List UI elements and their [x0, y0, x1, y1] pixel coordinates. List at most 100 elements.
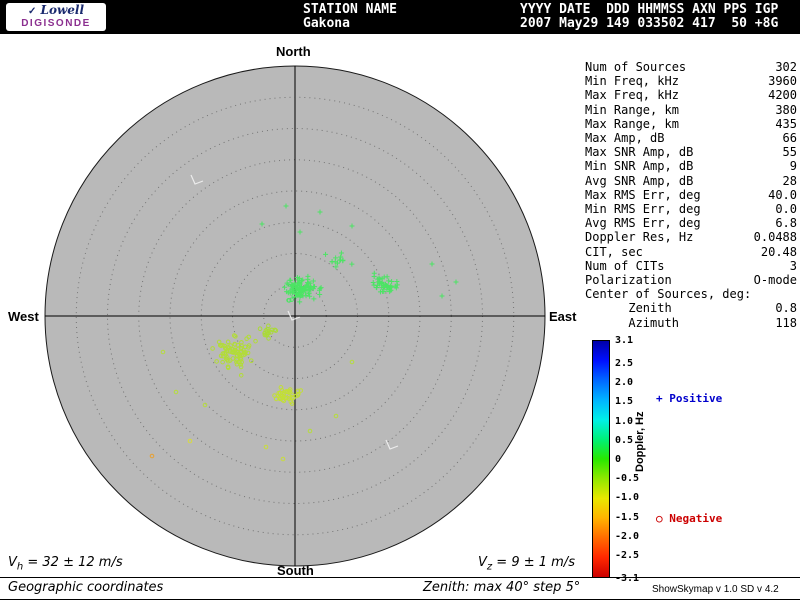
source-point-plus: [317, 291, 323, 297]
stat-label: Polarization: [585, 273, 672, 288]
source-point-plus: [388, 283, 394, 289]
source-point-circle: [268, 329, 274, 335]
source-point-plus: [340, 257, 346, 263]
source-point-circle: [246, 334, 252, 340]
stat-label: Num of Sources: [585, 60, 687, 74]
source-point-circle: [298, 293, 304, 299]
stat-value: 6.8: [775, 216, 797, 231]
logo-swoosh-icon: ✓: [27, 6, 37, 17]
colorbar-tick: -1.5: [615, 511, 640, 523]
source-point-plus: [374, 282, 380, 288]
vertical-velocity-readout: Vz = 9 ± 1 m/s: [478, 555, 575, 573]
source-point-plus: [317, 209, 323, 215]
stat-value: 40.0: [768, 187, 797, 202]
source-point-plus: [386, 278, 392, 284]
source-point-circle: [249, 358, 254, 364]
source-point-plus: [323, 251, 329, 257]
stat-label: Max Amp, dB: [585, 131, 665, 146]
stat-label: Min SNR Amp, dB: [585, 159, 694, 174]
source-point-plus: [287, 290, 293, 296]
stat-label: Min RMS Err, deg: [585, 202, 701, 217]
source-point-circle: [234, 357, 239, 362]
source-point-plus: [374, 285, 380, 291]
source-point-plus: [287, 277, 293, 283]
stat-label: Num of CITs: [585, 258, 665, 273]
coordinate-system-label: Geographic coordinates: [8, 580, 164, 595]
source-point-circle: [243, 350, 248, 355]
colorbar-tick: 0: [615, 454, 622, 465]
source-point-circle: [225, 365, 231, 371]
source-point-circle: [231, 333, 237, 338]
source-point-plus: [429, 261, 435, 267]
measurement-stats-panel: Num of Sources 302 Min Freq, kHz 3960 Max Fr…: [585, 60, 797, 330]
source-point-circle: [202, 402, 208, 408]
source-point-circle: [286, 298, 292, 303]
source-point-circle: [228, 343, 233, 348]
source-point-circle: [160, 349, 166, 355]
stat-row: CIT, sec 20.48: [585, 245, 797, 259]
source-point-plus: [389, 278, 395, 284]
stat-row: Max Amp, dB 66: [585, 131, 797, 145]
stat-row: Polarization O-mode: [585, 273, 797, 287]
stat-row: Azimuth 118: [585, 316, 797, 330]
lowell-digisonde-logo: ✓ Lowell DIGISONDE: [6, 3, 106, 31]
source-point-circle: [280, 456, 286, 462]
source-point-circle: [246, 345, 251, 350]
source-point-circle: [225, 339, 231, 345]
stat-value: 3960: [768, 74, 797, 89]
source-point-circle: [239, 359, 244, 365]
stat-row: Min Freq, kHz 3960: [585, 74, 797, 88]
source-point-circle: [220, 351, 226, 356]
source-point-circle: [273, 396, 279, 402]
stat-value: 435: [775, 116, 797, 131]
source-point-plus: [381, 288, 387, 294]
positive-label: Positive: [662, 392, 723, 405]
stat-label: Doppler Res, Hz: [585, 230, 694, 245]
stat-value: 380: [775, 102, 797, 117]
colorbar-tick: -1.0: [615, 492, 640, 504]
source-point-plus: [283, 203, 289, 209]
stat-row: Avg SNR Amp, dB 28: [585, 174, 797, 188]
source-point-circle: [224, 357, 230, 362]
source-point-plus: [375, 276, 381, 282]
source-point-circle: [234, 361, 240, 367]
source-point-plus: [393, 285, 399, 291]
source-point-circle: [299, 291, 304, 296]
source-point-plus: [370, 280, 376, 286]
source-point-plus: [349, 223, 355, 229]
header-columns-value: 2007 May29 149 033502 417 50 +8G: [520, 16, 779, 31]
source-point-plus: [306, 280, 312, 286]
source-point-circle: [333, 413, 339, 419]
source-point-circle: [266, 336, 271, 341]
stat-label: Zenith: [585, 301, 672, 316]
stat-label: Max Freq, kHz: [585, 88, 679, 103]
source-point-plus: [318, 285, 324, 291]
source-point-circle: [295, 393, 301, 398]
source-point-plus: [333, 264, 339, 270]
source-point-plus: [297, 299, 303, 305]
header-labels-row: STATION NAME YYYY DATE DDD HHMMSS AXN PPS…: [303, 3, 778, 17]
source-point-circle: [238, 372, 244, 378]
stat-row: Min RMS Err, deg 0.0: [585, 202, 797, 216]
source-point-plus: [453, 279, 459, 285]
angle-mark: [385, 439, 399, 450]
stat-row: Min Range, km 380: [585, 103, 797, 117]
source-point-plus: [317, 286, 323, 292]
colorbar-tick: 2.5: [615, 358, 634, 370]
source-point-plus: [385, 284, 391, 290]
stat-value: 302: [775, 60, 797, 74]
positive-doppler-legend: + Positive: [656, 392, 722, 405]
source-point-plus: [282, 284, 288, 290]
stat-row: Num of Sources 302: [585, 60, 797, 74]
header-values-row: Gakona 2007 May29 149 033502 417 50 +8G: [303, 17, 778, 31]
source-point-circle: [214, 359, 219, 364]
colorbar-tick: -0.5: [615, 473, 640, 485]
source-point-plus: [310, 278, 316, 284]
source-point-circle: [239, 349, 244, 354]
source-point-circle: [298, 388, 304, 393]
source-point-circle: [269, 327, 275, 333]
source-point-plus: [310, 286, 316, 292]
source-point-circle: [230, 356, 236, 361]
